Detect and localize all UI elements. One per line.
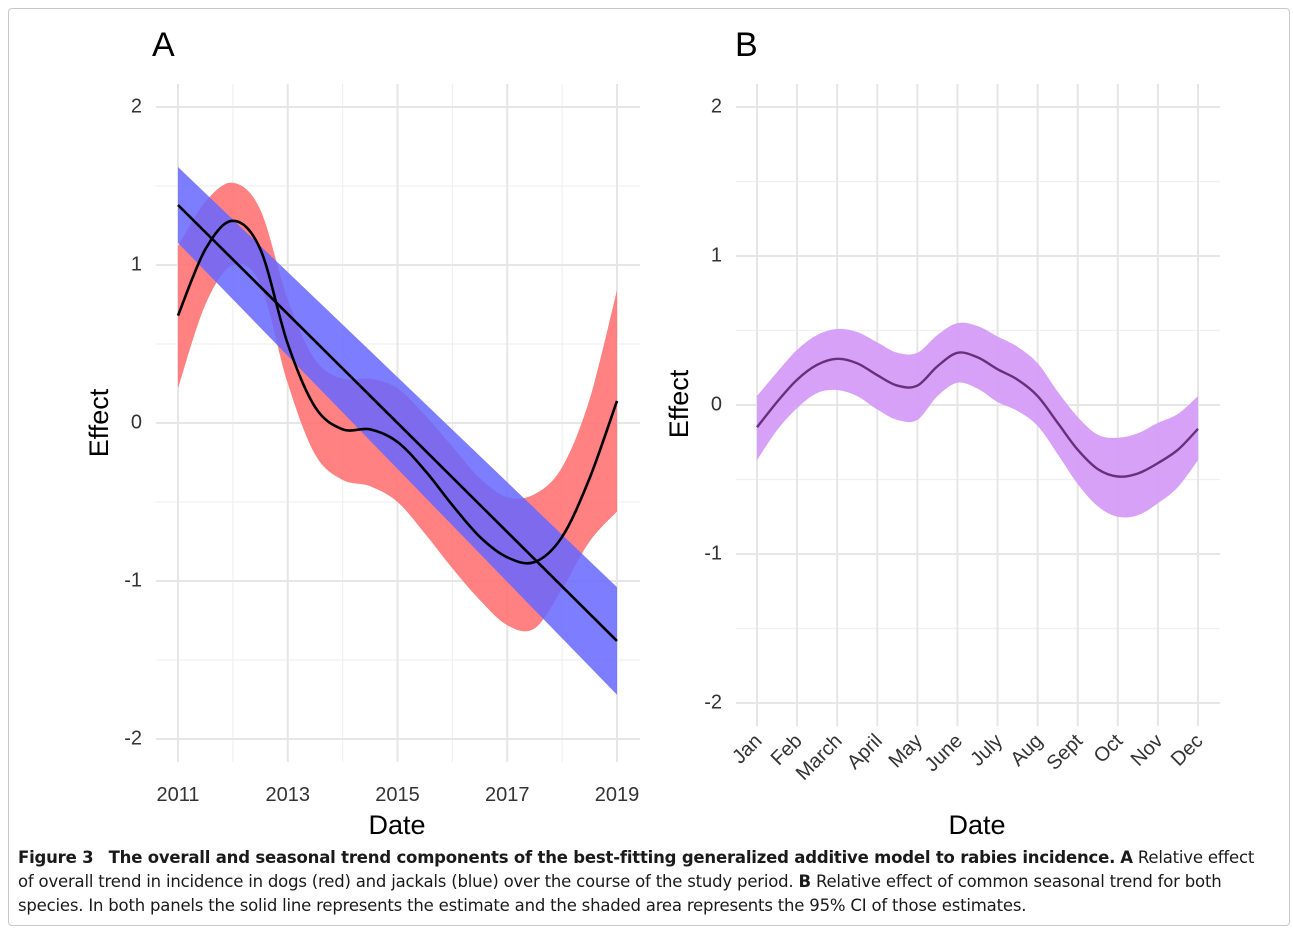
figure-caption: Figure 3 The overall and seasonal trend … [18, 846, 1268, 918]
panel-b-ribbon-seasonal [757, 322, 1198, 518]
panel-b-y-tick-label: 1 [711, 244, 722, 266]
panel-b-y-tick-label: 2 [711, 95, 722, 117]
panel-b-x-tick-label: May [885, 730, 927, 772]
panel-a-y-tick-label: -1 [124, 569, 142, 591]
panel-b-ribbons [757, 322, 1198, 518]
panel-b-x-tick-label: Dec [1167, 730, 1208, 771]
panel-a: A -2 -1 0 1 2 2011 2013 2015 2017 2019 Date Effe… [84, 26, 640, 840]
panel-a-line-dogs [176, 219, 619, 565]
panel-a-y-axis-title: Effect [84, 388, 114, 457]
panel-b-x-axis-title: Date [948, 810, 1005, 840]
caption-part-a-text: Relative effect of overall trend in inci… [18, 848, 1255, 891]
panel-a-y-tick-label: 1 [131, 253, 142, 275]
panel-b-grid [736, 84, 1220, 726]
panel-a-y-tick-label: 0 [131, 411, 142, 433]
panel-b-y-tick-label: -1 [704, 542, 722, 564]
caption-part-b-label: B [798, 872, 812, 891]
panel-a-x-tick-label: 2011 [156, 784, 199, 806]
panel-b-x-tick-label: Oct [1090, 730, 1128, 768]
panel-a-lines [176, 204, 619, 642]
panel-b-x-tick-label: Sept [1043, 730, 1088, 775]
panel-a-x-ticks: 2011 2013 2015 2017 2019 [156, 784, 639, 806]
figure-frame [8, 8, 1290, 926]
panel-b-x-tick-label: Aug [1006, 730, 1047, 771]
panel-b-y-ticks: -2 -1 0 1 2 [704, 95, 722, 713]
panel-a-x-tick-label: 2019 [595, 784, 640, 806]
panel-b-line-seasonal [756, 351, 1199, 478]
panel-b-x-tick-label: April [843, 730, 887, 774]
panel-b-y-axis-title: Effect [664, 369, 694, 438]
panel-b-y-tick-label: -2 [704, 691, 722, 713]
panel-a-y-tick-label: 2 [131, 95, 142, 117]
panel-a-y-tick-label: -2 [124, 727, 142, 749]
caption-figure-label: Figure 3 [18, 848, 94, 867]
panel-a-ribbons [178, 167, 617, 695]
caption-part-a-label: A [1120, 848, 1133, 867]
panel-a-x-tick-label: 2013 [266, 784, 311, 806]
panel-a-y-ticks: -2 -1 0 1 2 [124, 95, 142, 749]
panel-b-lines [756, 351, 1199, 478]
panel-a-x-tick-label: 2015 [375, 784, 420, 806]
panel-b-x-tick-label: Jan [728, 730, 766, 768]
caption-part-b-text: Relative effect of common seasonal trend… [18, 872, 1222, 915]
panel-a-label: A [152, 26, 175, 64]
panel-b-x-tick-label: March [792, 730, 847, 785]
panel-a-line-jackals [177, 204, 618, 642]
panel-b-x-tick-label: June [921, 730, 967, 776]
panel-a-x-axis-title: Date [368, 810, 425, 840]
panel-b-label: B [735, 26, 758, 64]
panel-b-y-tick-label: 0 [711, 393, 722, 415]
figure-canvas: A -2 -1 0 1 2 2011 2013 2015 2017 2019 Date Effe… [84, 26, 1220, 840]
panel-b-x-tick-label: Nov [1127, 730, 1168, 771]
panel-b-x-tick-label: July [966, 730, 1007, 771]
caption-title: The overall and seasonal trend component… [108, 848, 1116, 867]
panel-a-ribbon-jackals [178, 167, 617, 695]
panel-a-x-tick-label: 2017 [485, 784, 530, 806]
